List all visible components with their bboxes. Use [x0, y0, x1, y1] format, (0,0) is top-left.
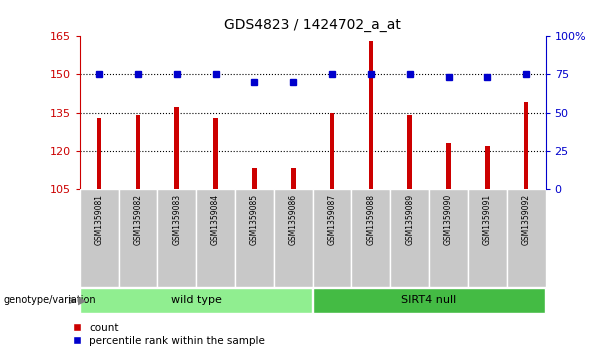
- Text: GSM1359091: GSM1359091: [483, 194, 492, 245]
- Bar: [446, 143, 451, 189]
- Bar: [485, 146, 490, 189]
- Text: genotype/variation: genotype/variation: [3, 295, 96, 305]
- Bar: [390, 189, 429, 287]
- Bar: [507, 189, 546, 287]
- Bar: [235, 189, 274, 287]
- Text: SIRT4 null: SIRT4 null: [402, 295, 457, 305]
- Text: GSM1359085: GSM1359085: [250, 194, 259, 245]
- Bar: [408, 115, 412, 189]
- Bar: [252, 168, 257, 189]
- Bar: [80, 288, 312, 313]
- Bar: [274, 189, 313, 287]
- Bar: [291, 168, 295, 189]
- Bar: [429, 189, 468, 287]
- Text: GSM1359089: GSM1359089: [405, 194, 414, 245]
- Bar: [97, 118, 101, 189]
- Bar: [313, 288, 545, 313]
- Bar: [118, 189, 158, 287]
- Text: GSM1359082: GSM1359082: [134, 194, 142, 245]
- Bar: [330, 113, 334, 189]
- Bar: [468, 189, 507, 287]
- Text: GSM1359087: GSM1359087: [327, 194, 337, 245]
- Bar: [368, 41, 373, 189]
- Bar: [213, 118, 218, 189]
- Bar: [135, 115, 140, 189]
- Bar: [524, 102, 528, 189]
- Bar: [313, 189, 351, 287]
- Text: GSM1359081: GSM1359081: [94, 194, 104, 245]
- Text: ▶: ▶: [78, 295, 86, 305]
- Text: wild type: wild type: [171, 295, 221, 305]
- Text: GSM1359088: GSM1359088: [367, 194, 375, 245]
- Text: GSM1359090: GSM1359090: [444, 194, 453, 245]
- Text: GSM1359086: GSM1359086: [289, 194, 298, 245]
- Text: GSM1359083: GSM1359083: [172, 194, 181, 245]
- Bar: [80, 189, 118, 287]
- Bar: [158, 189, 196, 287]
- Legend: count, percentile rank within the sample: count, percentile rank within the sample: [72, 323, 265, 346]
- Title: GDS4823 / 1424702_a_at: GDS4823 / 1424702_a_at: [224, 19, 401, 33]
- Text: GSM1359092: GSM1359092: [522, 194, 531, 245]
- Bar: [175, 107, 179, 189]
- Bar: [351, 189, 390, 287]
- Text: GSM1359084: GSM1359084: [211, 194, 220, 245]
- Bar: [196, 189, 235, 287]
